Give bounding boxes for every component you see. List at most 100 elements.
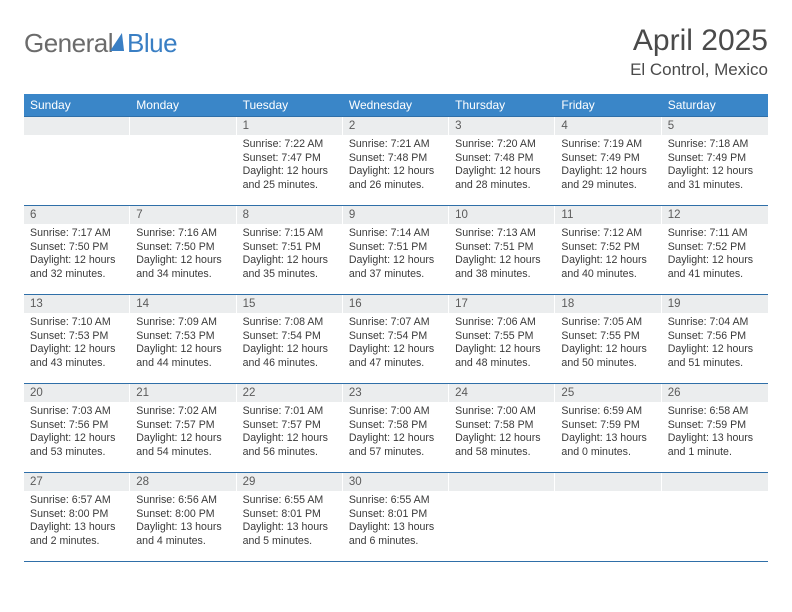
- calendar-day: 28Sunrise: 6:56 AMSunset: 8:00 PMDayligh…: [130, 473, 236, 561]
- daylight-line: Daylight: 12 hours and 32 minutes.: [30, 254, 124, 281]
- daylight-line: Daylight: 12 hours and 51 minutes.: [668, 343, 762, 370]
- sunrise-line: Sunrise: 6:56 AM: [136, 494, 230, 508]
- calendar-week: 6Sunrise: 7:17 AMSunset: 7:50 PMDaylight…: [24, 205, 768, 294]
- sunset-line: Sunset: 7:57 PM: [243, 419, 337, 433]
- calendar-day: 26Sunrise: 6:58 AMSunset: 7:59 PMDayligh…: [662, 384, 768, 472]
- sunset-line: Sunset: 7:55 PM: [561, 330, 655, 344]
- calendar-day: [449, 473, 555, 561]
- calendar-day: 11Sunrise: 7:12 AMSunset: 7:52 PMDayligh…: [555, 206, 661, 294]
- daylight-line: Daylight: 12 hours and 43 minutes.: [30, 343, 124, 370]
- daylight-line: Daylight: 12 hours and 56 minutes.: [243, 432, 337, 459]
- calendar-week: 1Sunrise: 7:22 AMSunset: 7:47 PMDaylight…: [24, 116, 768, 205]
- day-body: Sunrise: 6:55 AMSunset: 8:01 PMDaylight:…: [237, 491, 343, 554]
- sunset-line: Sunset: 7:56 PM: [30, 419, 124, 433]
- day-body: [449, 491, 555, 500]
- day-body: Sunrise: 7:06 AMSunset: 7:55 PMDaylight:…: [449, 313, 555, 376]
- sunset-line: Sunset: 7:48 PM: [349, 152, 443, 166]
- day-body: [555, 491, 661, 500]
- calendar-day: 18Sunrise: 7:05 AMSunset: 7:55 PMDayligh…: [555, 295, 661, 383]
- weekday-header: Thursday: [449, 94, 555, 116]
- day-body: Sunrise: 7:04 AMSunset: 7:56 PMDaylight:…: [662, 313, 768, 376]
- day-number: [555, 473, 661, 491]
- sunset-line: Sunset: 7:49 PM: [561, 152, 655, 166]
- sunset-line: Sunset: 7:51 PM: [349, 241, 443, 255]
- sunset-line: Sunset: 7:51 PM: [455, 241, 549, 255]
- day-number: 2: [343, 117, 449, 135]
- daylight-line: Daylight: 12 hours and 48 minutes.: [455, 343, 549, 370]
- calendar-day: [555, 473, 661, 561]
- calendar-day: 2Sunrise: 7:21 AMSunset: 7:48 PMDaylight…: [343, 117, 449, 205]
- sunset-line: Sunset: 7:48 PM: [455, 152, 549, 166]
- sunset-line: Sunset: 7:55 PM: [455, 330, 549, 344]
- day-number: 1: [237, 117, 343, 135]
- day-number: 24: [449, 384, 555, 402]
- calendar-day: 16Sunrise: 7:07 AMSunset: 7:54 PMDayligh…: [343, 295, 449, 383]
- daylight-line: Daylight: 12 hours and 58 minutes.: [455, 432, 549, 459]
- sunset-line: Sunset: 8:00 PM: [30, 508, 124, 522]
- day-body: Sunrise: 6:55 AMSunset: 8:01 PMDaylight:…: [343, 491, 449, 554]
- day-body: Sunrise: 6:56 AMSunset: 8:00 PMDaylight:…: [130, 491, 236, 554]
- day-number: 26: [662, 384, 768, 402]
- daylight-line: Daylight: 13 hours and 2 minutes.: [30, 521, 124, 548]
- page-title: April 2025: [630, 24, 768, 58]
- calendar-day: 22Sunrise: 7:01 AMSunset: 7:57 PMDayligh…: [237, 384, 343, 472]
- sunset-line: Sunset: 7:54 PM: [349, 330, 443, 344]
- day-number: 16: [343, 295, 449, 313]
- day-body: Sunrise: 7:21 AMSunset: 7:48 PMDaylight:…: [343, 135, 449, 198]
- brand-text-2: Blue: [127, 28, 177, 59]
- calendar-day: 1Sunrise: 7:22 AMSunset: 7:47 PMDaylight…: [237, 117, 343, 205]
- calendar-week: 27Sunrise: 6:57 AMSunset: 8:00 PMDayligh…: [24, 472, 768, 561]
- sunrise-line: Sunrise: 6:59 AM: [561, 405, 655, 419]
- daylight-line: Daylight: 12 hours and 28 minutes.: [455, 165, 549, 192]
- day-number: 27: [24, 473, 130, 491]
- daylight-line: Daylight: 12 hours and 41 minutes.: [668, 254, 762, 281]
- day-body: Sunrise: 7:19 AMSunset: 7:49 PMDaylight:…: [555, 135, 661, 198]
- day-number: [24, 117, 130, 135]
- sunset-line: Sunset: 7:56 PM: [668, 330, 762, 344]
- sunset-line: Sunset: 7:57 PM: [136, 419, 230, 433]
- location-label: El Control, Mexico: [630, 60, 768, 80]
- sunrise-line: Sunrise: 6:55 AM: [349, 494, 443, 508]
- calendar-day: 23Sunrise: 7:00 AMSunset: 7:58 PMDayligh…: [343, 384, 449, 472]
- calendar-day: 29Sunrise: 6:55 AMSunset: 8:01 PMDayligh…: [237, 473, 343, 561]
- day-body: Sunrise: 7:05 AMSunset: 7:55 PMDaylight:…: [555, 313, 661, 376]
- calendar-day: 3Sunrise: 7:20 AMSunset: 7:48 PMDaylight…: [449, 117, 555, 205]
- day-number: 25: [555, 384, 661, 402]
- day-number: 9: [343, 206, 449, 224]
- sunset-line: Sunset: 7:50 PM: [136, 241, 230, 255]
- day-body: Sunrise: 6:57 AMSunset: 8:00 PMDaylight:…: [24, 491, 130, 554]
- sunrise-line: Sunrise: 7:14 AM: [349, 227, 443, 241]
- sunrise-line: Sunrise: 7:18 AM: [668, 138, 762, 152]
- sunset-line: Sunset: 8:01 PM: [243, 508, 337, 522]
- sunrise-line: Sunrise: 7:10 AM: [30, 316, 124, 330]
- day-number: 13: [24, 295, 130, 313]
- daylight-line: Daylight: 12 hours and 57 minutes.: [349, 432, 443, 459]
- daylight-line: Daylight: 12 hours and 35 minutes.: [243, 254, 337, 281]
- day-body: Sunrise: 6:59 AMSunset: 7:59 PMDaylight:…: [555, 402, 661, 465]
- sunrise-line: Sunrise: 7:03 AM: [30, 405, 124, 419]
- weekday-header: Saturday: [662, 94, 768, 116]
- day-body: Sunrise: 7:09 AMSunset: 7:53 PMDaylight:…: [130, 313, 236, 376]
- daylight-line: Daylight: 12 hours and 26 minutes.: [349, 165, 443, 192]
- day-body: Sunrise: 6:58 AMSunset: 7:59 PMDaylight:…: [662, 402, 768, 465]
- day-number: [130, 117, 236, 135]
- day-number: 6: [24, 206, 130, 224]
- calendar-day: 7Sunrise: 7:16 AMSunset: 7:50 PMDaylight…: [130, 206, 236, 294]
- day-body: Sunrise: 7:10 AMSunset: 7:53 PMDaylight:…: [24, 313, 130, 376]
- weekday-header: Friday: [555, 94, 661, 116]
- sunset-line: Sunset: 7:54 PM: [243, 330, 337, 344]
- day-number: 30: [343, 473, 449, 491]
- daylight-line: Daylight: 12 hours and 47 minutes.: [349, 343, 443, 370]
- title-block: April 2025 El Control, Mexico: [630, 24, 768, 80]
- sunset-line: Sunset: 7:52 PM: [561, 241, 655, 255]
- daylight-line: Daylight: 12 hours and 29 minutes.: [561, 165, 655, 192]
- daylight-line: Daylight: 12 hours and 44 minutes.: [136, 343, 230, 370]
- day-body: [130, 135, 236, 144]
- sunrise-line: Sunrise: 7:06 AM: [455, 316, 549, 330]
- sunrise-line: Sunrise: 7:11 AM: [668, 227, 762, 241]
- calendar-day: 9Sunrise: 7:14 AMSunset: 7:51 PMDaylight…: [343, 206, 449, 294]
- calendar-body: 1Sunrise: 7:22 AMSunset: 7:47 PMDaylight…: [24, 116, 768, 561]
- day-body: Sunrise: 7:03 AMSunset: 7:56 PMDaylight:…: [24, 402, 130, 465]
- daylight-line: Daylight: 12 hours and 54 minutes.: [136, 432, 230, 459]
- sunrise-line: Sunrise: 7:12 AM: [561, 227, 655, 241]
